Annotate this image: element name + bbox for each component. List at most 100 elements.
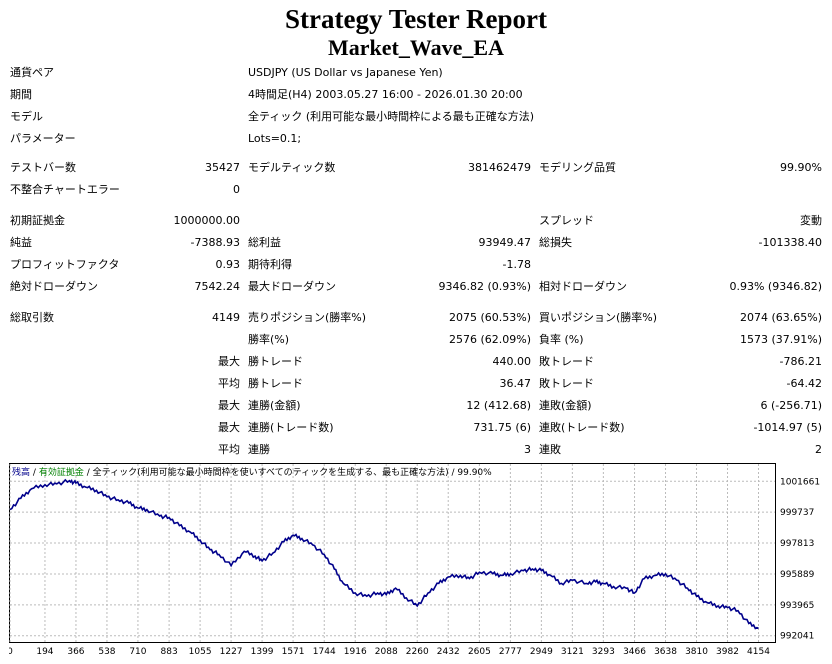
cons-win-money-value: 12 (412.68) xyxy=(466,399,531,412)
balance-line xyxy=(9,478,759,630)
win-rate-label: 勝率(%) xyxy=(248,333,290,346)
chart-header: 残高 / 有効証拠金 / 全ティック(利用可能な最小時間枠を使いすべてのティック… xyxy=(12,466,492,478)
x-tick-label: 3982 xyxy=(716,647,739,657)
abs-dd-value: 7542.24 xyxy=(194,280,241,293)
pair-label: 通貨ペア xyxy=(10,66,54,79)
max-label-1: 最大 xyxy=(218,355,240,368)
mismatch-value: 0 xyxy=(233,183,240,196)
short-value: 2075 (60.53%) xyxy=(448,311,531,324)
loss-rate-value: 1573 (37.91%) xyxy=(739,333,822,346)
period-value: 4時間足(H4) 2003.05.27 16:00 - 2026.01.30 2… xyxy=(248,88,523,101)
y-tick-label: 999737 xyxy=(780,508,814,518)
x-tick-label: 3466 xyxy=(623,647,646,657)
avg-cons-loss-value: 2 xyxy=(815,443,822,456)
report-title: Strategy Tester Report xyxy=(285,4,547,34)
y-tick-label: 995889 xyxy=(780,570,815,580)
plot-frame xyxy=(9,463,776,643)
avg-win-label: 勝トレード xyxy=(248,377,303,390)
params-value: Lots=0.1; xyxy=(248,132,302,145)
max-dd-label: 最大ドローダウン xyxy=(248,280,336,293)
header-model: 全ティック(利用可能な最小時間枠を使いすべてのティックを生成する、最も正確な方法… xyxy=(93,466,449,478)
cons-win-count-value: 731.75 (6) xyxy=(473,421,531,434)
payoff-value: -1.78 xyxy=(502,258,531,271)
y-axis: 1001661 999737 997813 995889 993965 992041 xyxy=(780,477,820,641)
grid xyxy=(9,464,775,642)
x-tick-label: 2088 xyxy=(375,647,398,657)
bars-value: 35427 xyxy=(205,161,240,174)
header-sep-2: / xyxy=(87,468,91,478)
total-label: 総取引数 xyxy=(10,311,54,324)
pf-label: プロフィットファクタ xyxy=(10,258,120,271)
rel-dd-value: 0.93% (9346.82) xyxy=(729,280,822,293)
x-tick-label: 2949 xyxy=(530,647,553,657)
gross-loss-label: 総損失 xyxy=(539,236,572,249)
avg-loss-value: -64.42 xyxy=(786,377,822,390)
deposit-value: 1000000.00 xyxy=(173,214,240,227)
gross-profit-value: 93949.47 xyxy=(478,236,532,249)
x-tick-label: 0 xyxy=(9,647,13,657)
header-sep-1: / xyxy=(33,468,37,478)
win-rate-value: 2576 (62.09%) xyxy=(448,333,531,346)
x-tick-label: 1916 xyxy=(344,647,367,657)
quality-value: 99.90% xyxy=(780,161,822,174)
payoff-label: 期待利得 xyxy=(248,258,292,271)
x-tick-label: 1571 xyxy=(282,647,305,657)
mismatch-label: 不整合チャートエラー xyxy=(10,183,120,196)
x-tick-label: 194 xyxy=(36,647,53,657)
x-tick-label: 1227 xyxy=(220,647,243,657)
spread-value: 変動 xyxy=(800,214,822,227)
header-sep-3: / xyxy=(451,468,455,478)
avg-cons-win-label: 連勝 xyxy=(248,443,270,456)
loss-rate-label: 負率 (%) xyxy=(539,333,584,346)
ea-name: Market_Wave_EA xyxy=(328,35,504,60)
x-tick-label: 710 xyxy=(129,647,146,657)
x-tick-label: 2432 xyxy=(437,647,460,657)
x-tick-label: 1055 xyxy=(189,647,212,657)
gross-profit-label: 総利益 xyxy=(248,236,281,249)
period-label: 期間 xyxy=(10,88,32,101)
x-tick-label: 3638 xyxy=(654,647,677,657)
x-tick-label: 1399 xyxy=(251,647,274,657)
x-tick-label: 2260 xyxy=(406,647,429,657)
bars-label: テストバー数 xyxy=(10,161,76,174)
x-tick-label: 1744 xyxy=(313,647,336,657)
x-tick-label: 883 xyxy=(161,647,178,657)
long-value: 2074 (63.65%) xyxy=(739,311,822,324)
balance-chart: 残高 / 有効証拠金 / 全ティック(利用可能な最小時間枠を使いすべてのティック… xyxy=(9,463,820,657)
cons-loss-count-value: -1014.97 (5) xyxy=(753,421,822,434)
max-loss-value: -786.21 xyxy=(779,355,822,368)
total-value: 4149 xyxy=(212,311,240,324)
rel-dd-label: 相対ドローダウン xyxy=(539,280,627,293)
avg-loss-label: 敗トレード xyxy=(539,377,594,390)
pair-value: USDJPY (US Dollar vs Japanese Yen) xyxy=(248,66,443,79)
pf-value: 0.93 xyxy=(215,258,241,271)
y-tick-label: 992041 xyxy=(780,632,814,642)
cons-loss-count-label: 連敗(トレード数) xyxy=(539,421,625,434)
header-equity: 有効証拠金 xyxy=(39,466,84,478)
avg-label-1: 平均 xyxy=(218,377,240,390)
max-loss-label: 敗トレード xyxy=(539,355,594,368)
y-tick-label: 997813 xyxy=(780,539,814,549)
abs-dd-label: 絶対ドローダウン xyxy=(10,280,98,293)
x-tick-label: 538 xyxy=(98,647,115,657)
y-tick-label: 993965 xyxy=(780,601,814,611)
y-tick-label: 1001661 xyxy=(780,477,820,487)
x-tick-label: 4154 xyxy=(747,647,770,657)
params-label: パラメーター xyxy=(10,132,76,145)
spread-label: スプレッド xyxy=(539,214,594,227)
short-label: 売りポジション(勝率%) xyxy=(248,311,367,324)
max-label-2: 最大 xyxy=(218,399,240,412)
x-tick-label: 366 xyxy=(67,647,84,657)
x-tick-label: 3810 xyxy=(685,647,708,657)
header-quality: 99.90% xyxy=(457,468,492,478)
long-label: 買いポジション(勝率%) xyxy=(539,311,658,324)
x-axis: 0 194 366 538 710 883 1055 1227 1399 1571 1744 1916… xyxy=(9,647,770,657)
max-win-label: 勝トレード xyxy=(248,355,303,368)
max-dd-value: 9346.82 (0.93%) xyxy=(438,280,531,293)
cons-loss-money-value: 6 (-256.71) xyxy=(760,399,822,412)
deposit-label: 初期証拠金 xyxy=(10,214,65,227)
model-label: モデル xyxy=(10,110,43,123)
model-value: 全ティック (利用可能な最小時間枠による最も正確な方法) xyxy=(248,110,535,123)
max-label-3: 最大 xyxy=(218,421,240,434)
gross-loss-value: -101338.40 xyxy=(758,236,822,249)
